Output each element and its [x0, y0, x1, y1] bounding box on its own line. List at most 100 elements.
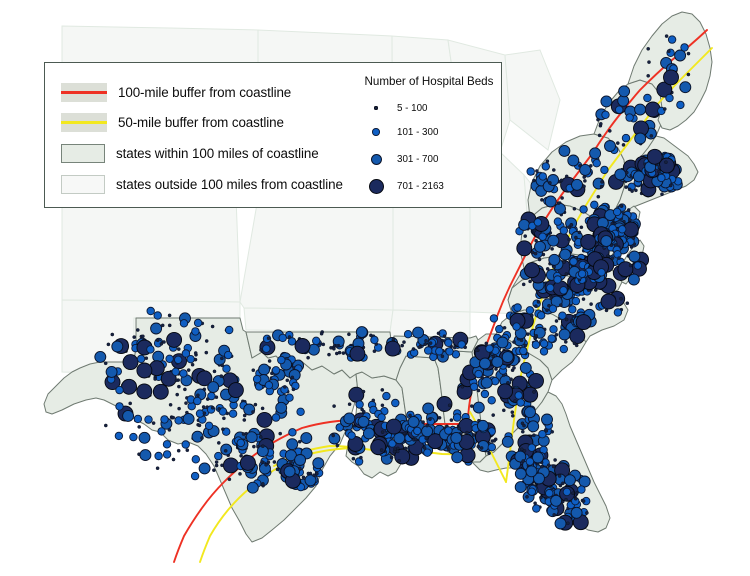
- hospital-point-marker: [567, 154, 580, 167]
- hospital-point-marker: [388, 439, 397, 448]
- hospital-point-marker: [512, 322, 521, 331]
- hospital-point-marker: [260, 460, 264, 464]
- hospital-point-marker: [525, 494, 529, 499]
- hospital-point-marker: [193, 396, 202, 406]
- hospital-point-marker: [524, 406, 536, 419]
- hospital-point-marker: [319, 331, 324, 336]
- state-outside-michigan-upper: [504, 49, 561, 151]
- hospital-point-marker: [569, 328, 586, 345]
- hospital-point-marker: [560, 196, 564, 200]
- hospital-point-marker: [574, 235, 578, 240]
- hospital-point-marker: [664, 34, 669, 38]
- hospital-point-marker: [541, 413, 553, 426]
- state-outside-newmexico-arizona: [61, 299, 241, 375]
- hospital-point-marker: [424, 338, 428, 343]
- hospital-point-marker: [141, 334, 145, 339]
- hospital-point-marker: [391, 398, 400, 408]
- legend-symbol-label-1: 101 - 300: [397, 126, 439, 138]
- hospital-point-marker: [474, 369, 483, 379]
- legend-item-buffer-50: 50-mile buffer from coastline: [61, 113, 284, 132]
- hospital-point-marker: [646, 148, 663, 165]
- hospital-point-marker: [514, 481, 527, 494]
- hospital-point-marker: [501, 408, 506, 413]
- hospital-point-marker: [181, 349, 191, 358]
- hospital-point-marker: [479, 446, 484, 450]
- hospital-point-marker: [502, 325, 507, 330]
- hospital-point-marker: [198, 462, 211, 475]
- hospital-point-marker: [176, 347, 181, 351]
- hospital-point-marker: [643, 93, 652, 103]
- hospital-point-marker: [649, 134, 654, 138]
- hospital-point-marker: [306, 355, 310, 360]
- hospital-point-marker: [674, 49, 687, 62]
- hospital-point-marker: [571, 178, 583, 191]
- hospital-point-marker: [660, 192, 664, 196]
- hospital-point-marker: [484, 341, 489, 346]
- hospital-point-marker: [174, 416, 183, 425]
- hospital-point-marker: [522, 423, 526, 428]
- hospital-point-marker: [312, 336, 321, 345]
- hospital-point-marker: [452, 345, 457, 350]
- hospital-point-marker: [634, 132, 647, 145]
- hospital-point-marker: [174, 378, 179, 383]
- hospital-point-marker: [624, 185, 628, 189]
- hospital-point-marker: [150, 322, 163, 335]
- hospital-point-marker: [558, 144, 571, 157]
- hospital-point-marker: [252, 374, 262, 384]
- hospital-point-marker: [600, 235, 613, 248]
- hospital-point-marker: [136, 354, 146, 364]
- hospital-point-marker: [135, 328, 140, 332]
- hospital-point-marker: [556, 201, 561, 205]
- hospital-point-marker: [646, 74, 651, 78]
- hospital-point-marker: [212, 369, 217, 374]
- hospital-point-marker: [175, 392, 179, 397]
- hospital-point-marker: [601, 110, 610, 120]
- hospital-point-marker: [425, 423, 429, 428]
- hospital-point-marker: [533, 472, 545, 485]
- hospital-point-marker: [597, 133, 602, 138]
- hospital-point-marker: [491, 377, 500, 386]
- hospital-point-marker: [583, 179, 587, 183]
- hospital-point-marker: [550, 494, 563, 507]
- hospital-point-marker: [190, 362, 195, 367]
- hospital-point-marker: [612, 207, 622, 217]
- hospital-point-marker: [225, 411, 230, 416]
- hospital-point-marker: [362, 427, 375, 440]
- hospital-point-marker: [604, 140, 616, 152]
- hospital-point-marker: [567, 225, 572, 229]
- hospital-point-marker: [553, 458, 557, 462]
- hospital-point-marker: [518, 218, 531, 231]
- hospital-point-marker: [408, 413, 412, 418]
- hospital-point-marker: [380, 388, 385, 392]
- hospital-point-marker: [227, 382, 244, 399]
- hospital-point-marker: [167, 313, 172, 318]
- hospital-point-marker: [106, 342, 111, 347]
- hospital-point-marker: [657, 173, 666, 183]
- hospital-point-marker: [577, 230, 582, 235]
- hospital-point-marker: [533, 251, 538, 256]
- hospital-point-marker: [153, 377, 157, 381]
- hospital-point-marker: [617, 256, 621, 260]
- hospital-point-marker: [121, 378, 138, 395]
- hospital-point-marker: [196, 370, 213, 387]
- hospital-point-marker: [220, 356, 224, 361]
- hospital-point-marker: [306, 471, 311, 476]
- hospital-point-marker: [540, 464, 544, 469]
- hospital-point-marker: [480, 389, 490, 399]
- hospital-point-marker: [202, 411, 207, 416]
- hospital-point-marker: [165, 354, 174, 363]
- hospital-point-marker: [485, 344, 494, 353]
- hospital-point-marker: [166, 331, 183, 348]
- hospital-point-marker: [519, 361, 532, 374]
- hospital-point-marker: [463, 345, 468, 350]
- hospital-point-marker: [370, 335, 379, 345]
- hospital-point-marker: [495, 324, 504, 334]
- hospital-point-marker: [173, 355, 183, 364]
- hospital-point-marker: [382, 391, 391, 401]
- hospital-point-marker: [667, 49, 671, 54]
- hospital-point-marker: [321, 342, 326, 347]
- hospital-point-marker: [312, 473, 316, 478]
- hospital-point-marker: [574, 343, 579, 348]
- hospital-point-marker: [445, 347, 454, 356]
- hospital-point-marker: [238, 472, 242, 476]
